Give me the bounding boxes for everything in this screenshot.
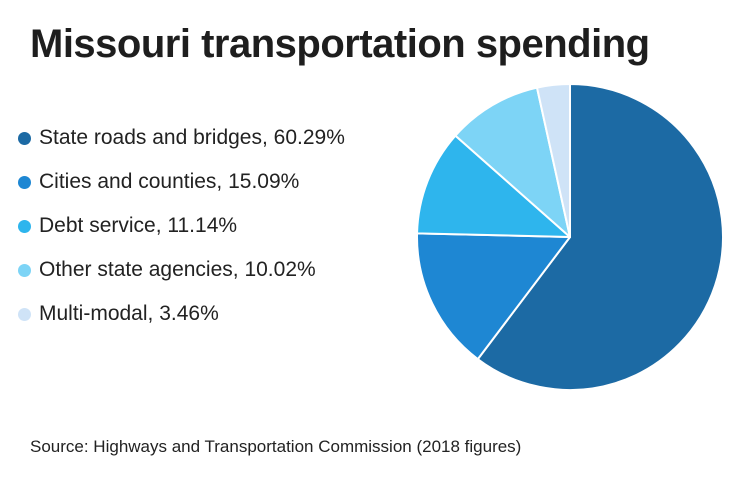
legend-item: State roads and bridges, 60.29% [18, 116, 345, 160]
pie-slice-debt-service [416, 134, 571, 238]
legend-label: Cities and counties, 15.09% [39, 170, 300, 193]
legend-item: Multi-modal, 3.46% [18, 292, 345, 336]
legend-label: Multi-modal, 3.46% [39, 302, 219, 325]
legend-item: Debt service, 11.14% [18, 204, 345, 248]
legend-label: Other state agencies, 10.02% [39, 258, 316, 281]
legend-label: Debt service, 11.14% [39, 214, 238, 237]
legend-swatch [18, 263, 31, 277]
legend-swatch [18, 131, 31, 145]
legend-swatch [18, 175, 31, 189]
chart-title: Missouri transportation spending [30, 22, 650, 66]
pie-slice-cities-counties [416, 232, 571, 361]
legend-swatch [18, 219, 31, 233]
legend-label: State roads and bridges, 60.29% [39, 126, 345, 149]
pie-slice-state-roads [476, 83, 724, 391]
legend-swatch [18, 307, 31, 321]
pie-chart [416, 83, 724, 391]
legend-item: Other state agencies, 10.02% [18, 248, 345, 292]
source-note: Source: Highways and Transportation Comm… [30, 437, 522, 456]
legend: State roads and bridges, 60.29% Cities a… [18, 116, 345, 336]
pie-slice-other-agencies [454, 86, 571, 238]
legend-item: Cities and counties, 15.09% [18, 160, 345, 204]
pie-slice-multi-modal [535, 83, 571, 238]
